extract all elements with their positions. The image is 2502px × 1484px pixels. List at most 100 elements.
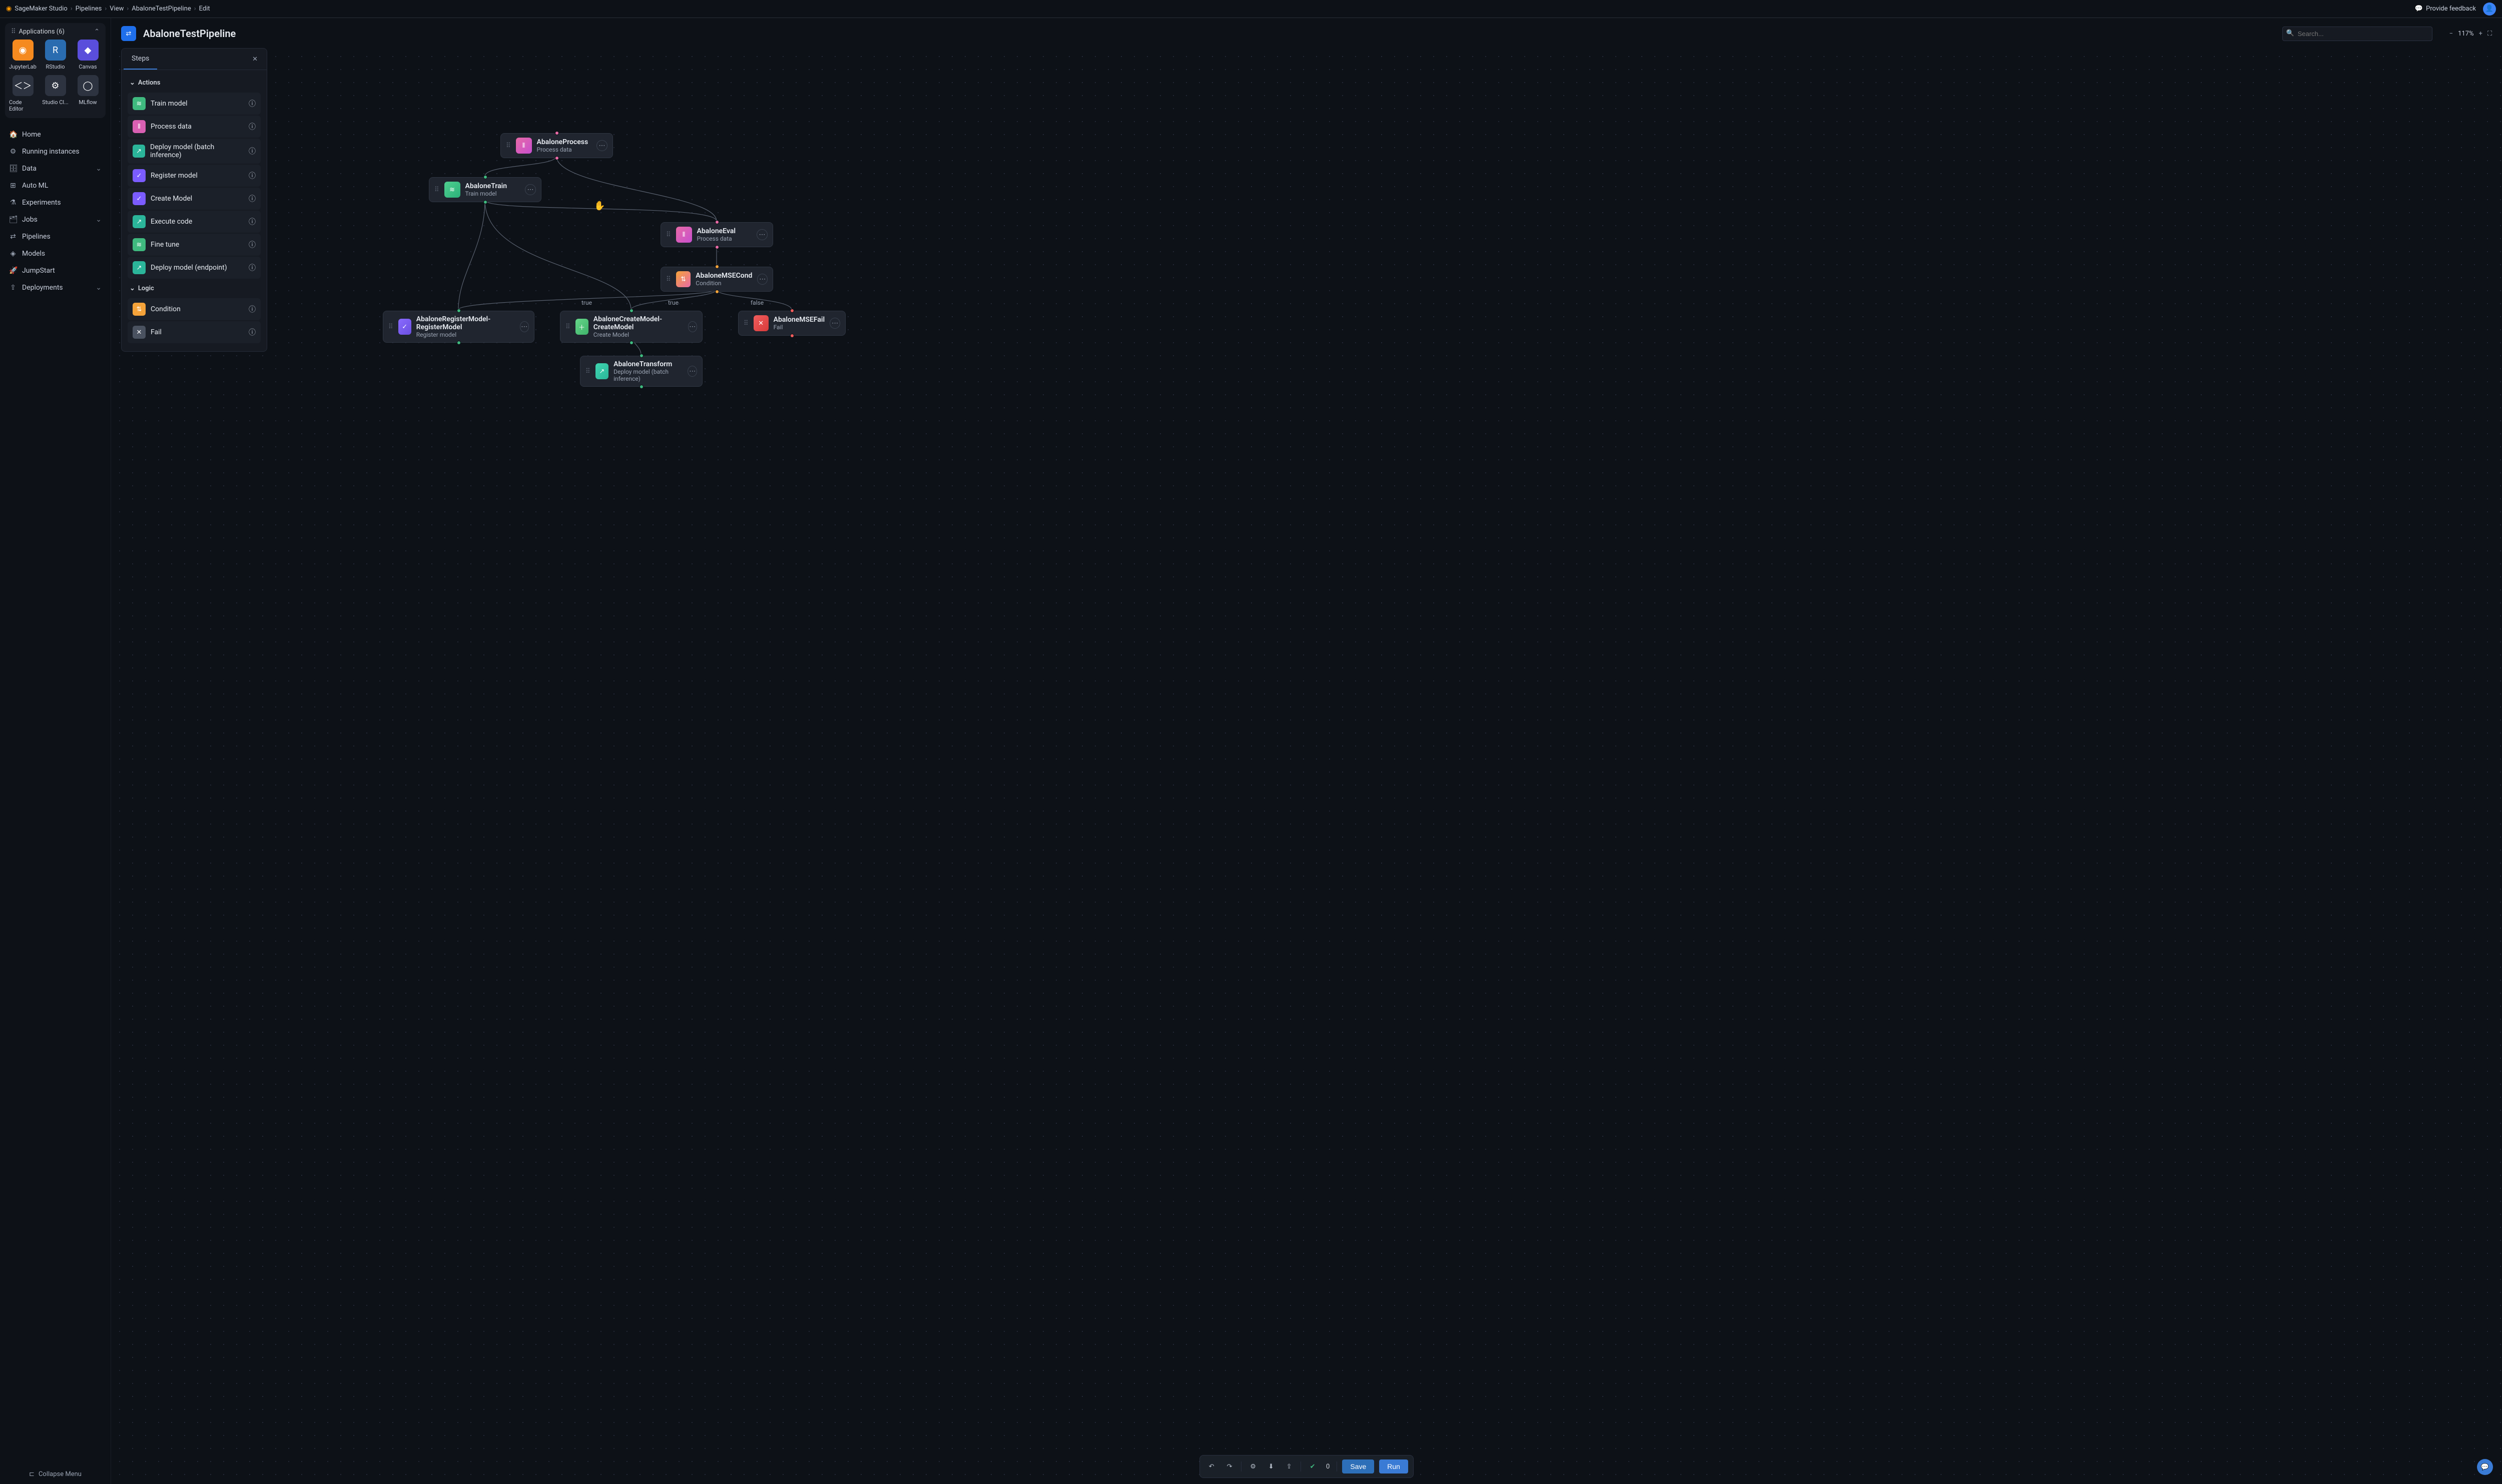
node-fail[interactable]: ⠿ ✕ AbaloneMSEFailFail ⋯ (738, 311, 846, 336)
node-process[interactable]: ⠿ ⦀ AbaloneProcessProcess data ⋯ (500, 133, 613, 158)
info-icon[interactable]: ⓘ (249, 122, 256, 132)
info-icon[interactable]: ⓘ (249, 171, 256, 181)
step-type-register-model[interactable]: ✓Register modelⓘ (128, 165, 261, 187)
step-type-deploy-model-endpoint-[interactable]: ↗Deploy model (endpoint)ⓘ (128, 257, 261, 279)
node-eval[interactable]: ⠿ ⦀ AbaloneEvalProcess data ⋯ (661, 222, 773, 247)
app-tile-jupyterlab[interactable]: ◉JupyterLab (9, 40, 37, 70)
info-icon[interactable]: ⓘ (249, 194, 256, 204)
drag-handle-icon[interactable]: ⠿ (666, 276, 671, 283)
download-button[interactable]: ⬇ (1265, 1460, 1278, 1473)
node-type-icon: ≋ (444, 182, 460, 198)
step-type-execute-code[interactable]: ↗Execute codeⓘ (128, 211, 261, 233)
node-menu-button[interactable]: ⋯ (525, 184, 536, 195)
section-actions[interactable]: ⌄Actions (126, 74, 263, 92)
nav-label: Experiments (22, 199, 61, 207)
app-tile-mlflow[interactable]: ◯MLflow (74, 75, 102, 112)
section-logic[interactable]: ⌄Logic (126, 280, 263, 297)
step-type-condition[interactable]: ⇅Conditionⓘ (128, 298, 261, 320)
step-type-process-data[interactable]: ⦀Process dataⓘ (128, 116, 261, 138)
step-type-create-model[interactable]: ✓Create Modelⓘ (128, 188, 261, 210)
step-icon: ↗ (133, 145, 145, 158)
zoom-in-button[interactable]: + (2479, 30, 2482, 38)
drag-handle-icon[interactable]: ⠿ (565, 323, 570, 331)
redo-button[interactable]: ↷ (1223, 1460, 1236, 1473)
step-type-fine-tune[interactable]: ≋Fine tuneⓘ (128, 234, 261, 256)
user-avatar[interactable]: 👤 (2483, 3, 2496, 16)
app-tile-rstudio[interactable]: RRStudio (42, 40, 69, 70)
drag-handle-icon[interactable]: ⠿ (11, 28, 16, 36)
info-icon[interactable]: ⓘ (249, 304, 256, 314)
search-input[interactable] (2282, 27, 2432, 41)
node-menu-button[interactable]: ⋯ (520, 321, 529, 332)
node-create[interactable]: ⠿ ＋ AbaloneCreateModel-CreateModelCreate… (560, 311, 703, 343)
crumb-2[interactable]: View (110, 5, 124, 13)
close-panel-button[interactable]: ✕ (245, 51, 265, 68)
node-menu-button[interactable]: ⋯ (757, 229, 768, 240)
edge-label-false: false (751, 299, 764, 306)
crumb-1[interactable]: Pipelines (76, 5, 102, 13)
save-button[interactable]: Save (1342, 1459, 1374, 1473)
step-label: Create Model (151, 195, 192, 203)
pipeline-title: AbaloneTestPipeline (143, 28, 236, 40)
app-icon: ◉ (13, 40, 34, 61)
info-icon[interactable]: ⓘ (249, 99, 256, 109)
info-icon[interactable]: ⓘ (249, 263, 256, 273)
settings-button[interactable]: ⚙ (1246, 1460, 1260, 1473)
drag-handle-icon[interactable]: ⠿ (506, 142, 511, 150)
node-menu-button[interactable]: ⋯ (596, 140, 607, 151)
chevron-up-icon[interactable]: ⌃ (94, 28, 100, 36)
node-type-icon: ✕ (754, 315, 769, 331)
node-menu-button[interactable]: ⋯ (830, 318, 840, 329)
crumb-0[interactable]: SageMaker Studio (15, 5, 67, 13)
step-type-deploy-model-batch-inference-[interactable]: ↗Deploy model (batch inference)ⓘ (128, 139, 261, 164)
node-train[interactable]: ⠿ ≋ AbaloneTrainTrain model ⋯ (429, 177, 541, 202)
drag-handle-icon[interactable]: ⠿ (666, 231, 671, 239)
export-button[interactable]: ⇪ (1283, 1460, 1296, 1473)
chevron-down-icon: ⌄ (130, 79, 135, 87)
drag-handle-icon[interactable]: ⠿ (434, 186, 439, 194)
nav-item-data[interactable]: 🗄Data⌄ (2, 160, 109, 177)
provide-feedback-button[interactable]: 💬 Provide feedback (2415, 5, 2476, 13)
nav-item-running-instances[interactable]: ⚙Running instances (2, 143, 109, 160)
step-type-train-model[interactable]: ≋Train modelⓘ (128, 93, 261, 115)
nav-item-experiments[interactable]: ⚗Experiments (2, 194, 109, 211)
info-icon[interactable]: ⓘ (249, 217, 256, 227)
drag-handle-icon[interactable]: ⠿ (744, 320, 749, 327)
nav-item-pipelines[interactable]: ⇄Pipelines (2, 228, 109, 245)
zoom-out-button[interactable]: − (2449, 30, 2453, 38)
fit-screen-button[interactable]: ⛶ (2487, 30, 2492, 38)
info-icon[interactable]: ⓘ (249, 146, 256, 156)
node-menu-button[interactable]: ⋯ (688, 366, 697, 377)
app-tile-studio-cl-[interactable]: ⚙Studio Cl... (42, 75, 69, 112)
chat-help-button[interactable]: 💬 (2477, 1459, 2493, 1475)
nav-item-jobs[interactable]: 🗂Jobs⌄ (2, 211, 109, 228)
breadcrumb: ◉ SageMaker Studio› Pipelines› View› Aba… (6, 5, 210, 13)
run-button[interactable]: Run (1379, 1459, 1408, 1473)
node-menu-button[interactable]: ⋯ (688, 321, 697, 332)
info-icon[interactable]: ⓘ (249, 327, 256, 337)
drag-handle-icon[interactable]: ⠿ (585, 368, 590, 375)
chevron-down-icon: ⌄ (96, 284, 102, 292)
crumb-4[interactable]: Edit (199, 5, 210, 13)
drag-handle-icon[interactable]: ⠿ (388, 323, 393, 331)
nav-item-auto-ml[interactable]: ⊞Auto ML (2, 177, 109, 194)
info-icon[interactable]: ⓘ (249, 240, 256, 250)
tab-steps[interactable]: Steps (124, 49, 157, 70)
nav-item-jumpstart[interactable]: 🚀JumpStart (2, 262, 109, 279)
node-transform[interactable]: ⠿ ↗ AbaloneTransformDeploy model (batch … (580, 356, 703, 387)
nav-item-models[interactable]: ◈Models (2, 245, 109, 262)
collapse-menu-button[interactable]: ⊏ Collapse Menu (0, 1464, 111, 1484)
node-cond[interactable]: ⠿ ⇅ AbaloneMSECondCondition ⋯ (661, 267, 773, 292)
nav-item-home[interactable]: 🏠Home (2, 126, 109, 143)
node-register[interactable]: ⠿ ✓ AbaloneRegisterModel-RegisterModelRe… (383, 311, 534, 343)
app-tile-code-editor[interactable]: ＜＞Code Editor (9, 75, 37, 112)
crumb-3[interactable]: AbaloneTestPipeline (132, 5, 191, 13)
undo-button[interactable]: ↶ (1205, 1460, 1218, 1473)
nav-label: Running instances (22, 148, 80, 156)
app-tile-canvas[interactable]: ◆Canvas (74, 40, 102, 70)
node-subtitle: Process data (537, 146, 588, 153)
node-menu-button[interactable]: ⋯ (757, 274, 768, 285)
nav-item-deployments[interactable]: ⇪Deployments⌄ (2, 279, 109, 296)
step-type-fail[interactable]: ✕Failⓘ (128, 321, 261, 343)
node-title: AbaloneMSEFail (774, 316, 825, 324)
